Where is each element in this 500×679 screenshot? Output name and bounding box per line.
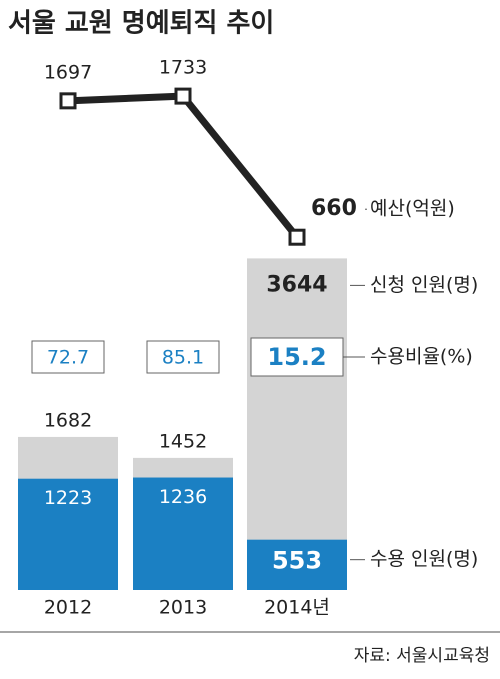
- ratio-box: [250, 337, 344, 377]
- data-label: 1682: [44, 409, 92, 431]
- data-label: 553: [272, 547, 322, 575]
- bar: [247, 258, 347, 590]
- marker: [288, 228, 306, 246]
- data-label: 660: [311, 196, 357, 221]
- x-tick-label: 2013: [159, 597, 207, 619]
- chart-title: 서울 교원 명예퇴직 추이: [8, 9, 274, 39]
- legend-label: 수용 인원(명): [370, 548, 478, 570]
- ratio-box: [31, 340, 105, 374]
- data-label: 3644: [266, 272, 327, 297]
- data-label: 1697: [44, 61, 92, 83]
- ratio-box: [146, 340, 220, 374]
- legend-label: 수용비율(%): [370, 346, 473, 368]
- data-label: 1236: [159, 486, 207, 508]
- ratio-value: 72.7: [47, 347, 89, 369]
- marker: [174, 87, 192, 105]
- bar: [247, 539, 347, 590]
- data-label: 1733: [159, 57, 207, 79]
- x-tick-label: 2014년: [264, 597, 330, 619]
- data-label: 1452: [159, 430, 207, 452]
- x-tick-label: 2012: [44, 597, 92, 619]
- bar: [133, 477, 233, 590]
- bar: [18, 478, 118, 590]
- source: 자료: 서울시교육청: [354, 646, 490, 666]
- ratio-value: 15.2: [267, 343, 326, 371]
- legend-label: 예산(억원): [370, 198, 455, 220]
- data-label: 1223: [44, 487, 92, 509]
- ratio-value: 85.1: [162, 347, 204, 369]
- marker: [59, 92, 77, 110]
- legend-label: 신청 인원(명): [370, 274, 478, 296]
